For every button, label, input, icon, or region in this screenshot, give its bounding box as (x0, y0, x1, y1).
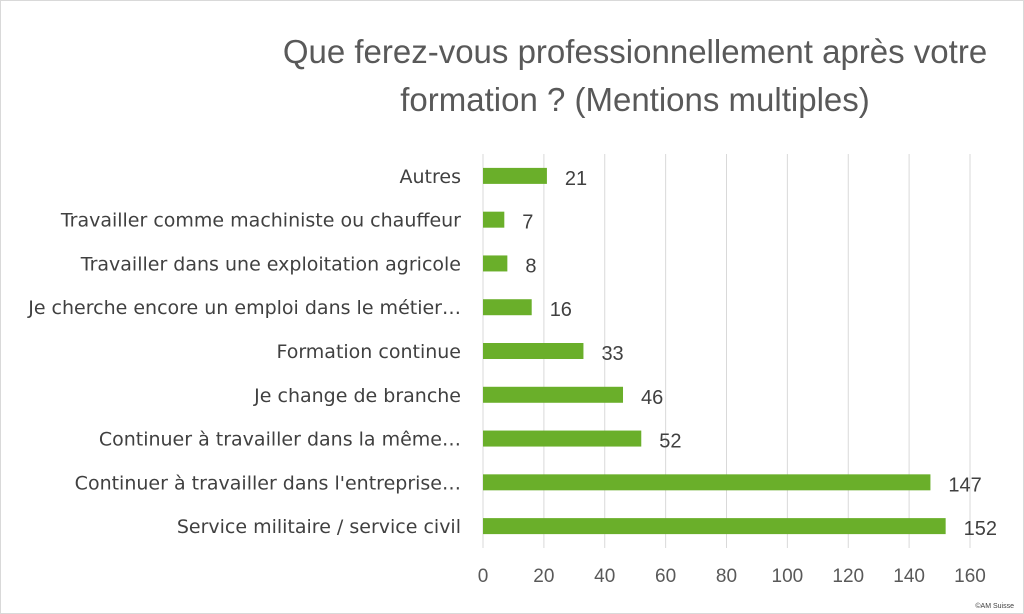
bar (483, 474, 931, 491)
x-axis-ticks: 0 20 40 60 80 100 120 140 160 (478, 566, 986, 587)
value-label: 52 (659, 431, 681, 453)
category-label: Continuer à travailler dans la même… (99, 429, 461, 451)
value-label: 16 (550, 299, 572, 321)
value-label: 46 (641, 387, 663, 409)
category-labels: Autres Travailler comme machiniste ou cha… (27, 166, 461, 538)
category-label: Autres (400, 166, 461, 188)
x-tick-label: 80 (716, 566, 737, 587)
category-label: Travailler comme machiniste ou chauffeur (60, 210, 461, 232)
category-label: Je cherche encore un emploi dans le méti… (27, 297, 461, 319)
value-label: 147 (948, 474, 981, 496)
value-labels: 21 7 8 16 33 46 52 147 152 (522, 168, 997, 540)
x-tick-label: 120 (832, 566, 864, 587)
bar (483, 167, 547, 184)
value-label: 33 (601, 343, 623, 365)
value-label: 21 (565, 168, 587, 190)
bars (483, 167, 946, 535)
bar (483, 518, 946, 535)
bar (483, 386, 624, 403)
category-label: Travailler dans une exploitation agricol… (80, 253, 461, 275)
x-tick-label: 160 (954, 566, 986, 587)
credit-text: ©AM Suisse (975, 603, 1014, 610)
x-tick-label: 100 (772, 566, 804, 587)
category-label: Je change de branche (253, 385, 461, 407)
bar (483, 430, 642, 447)
bar (483, 343, 584, 359)
x-tick-label: 140 (893, 566, 925, 587)
value-label: 152 (964, 518, 997, 540)
category-label: Formation continue (276, 341, 461, 363)
chart-title: Que ferez-vous professionnellement après… (282, 33, 988, 118)
bar (483, 299, 532, 316)
category-label: Continuer à travailler dans l'entreprise… (75, 472, 461, 494)
x-tick-label: 60 (655, 566, 676, 587)
value-label: 8 (525, 255, 536, 277)
x-tick-label: 0 (478, 566, 489, 587)
bar (483, 211, 505, 228)
x-tick-label: 40 (594, 566, 615, 587)
bar (483, 255, 508, 272)
value-label: 7 (522, 212, 533, 234)
category-label: Service militaire / service civil (177, 516, 461, 538)
x-tick-label: 20 (533, 566, 554, 587)
